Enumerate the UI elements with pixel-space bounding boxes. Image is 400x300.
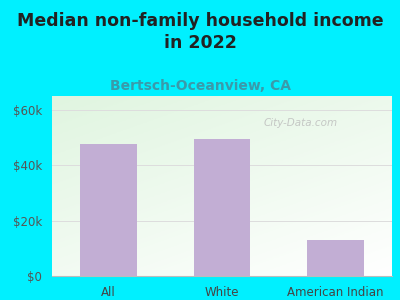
Bar (307, 240, 364, 276)
Bar (194, 139, 250, 276)
Bar (80, 145, 137, 276)
Text: Median non-family household income
in 2022: Median non-family household income in 20… (17, 12, 383, 52)
Text: City-Data.com: City-Data.com (263, 118, 337, 128)
Text: Bertsch-Oceanview, CA: Bertsch-Oceanview, CA (110, 80, 290, 94)
